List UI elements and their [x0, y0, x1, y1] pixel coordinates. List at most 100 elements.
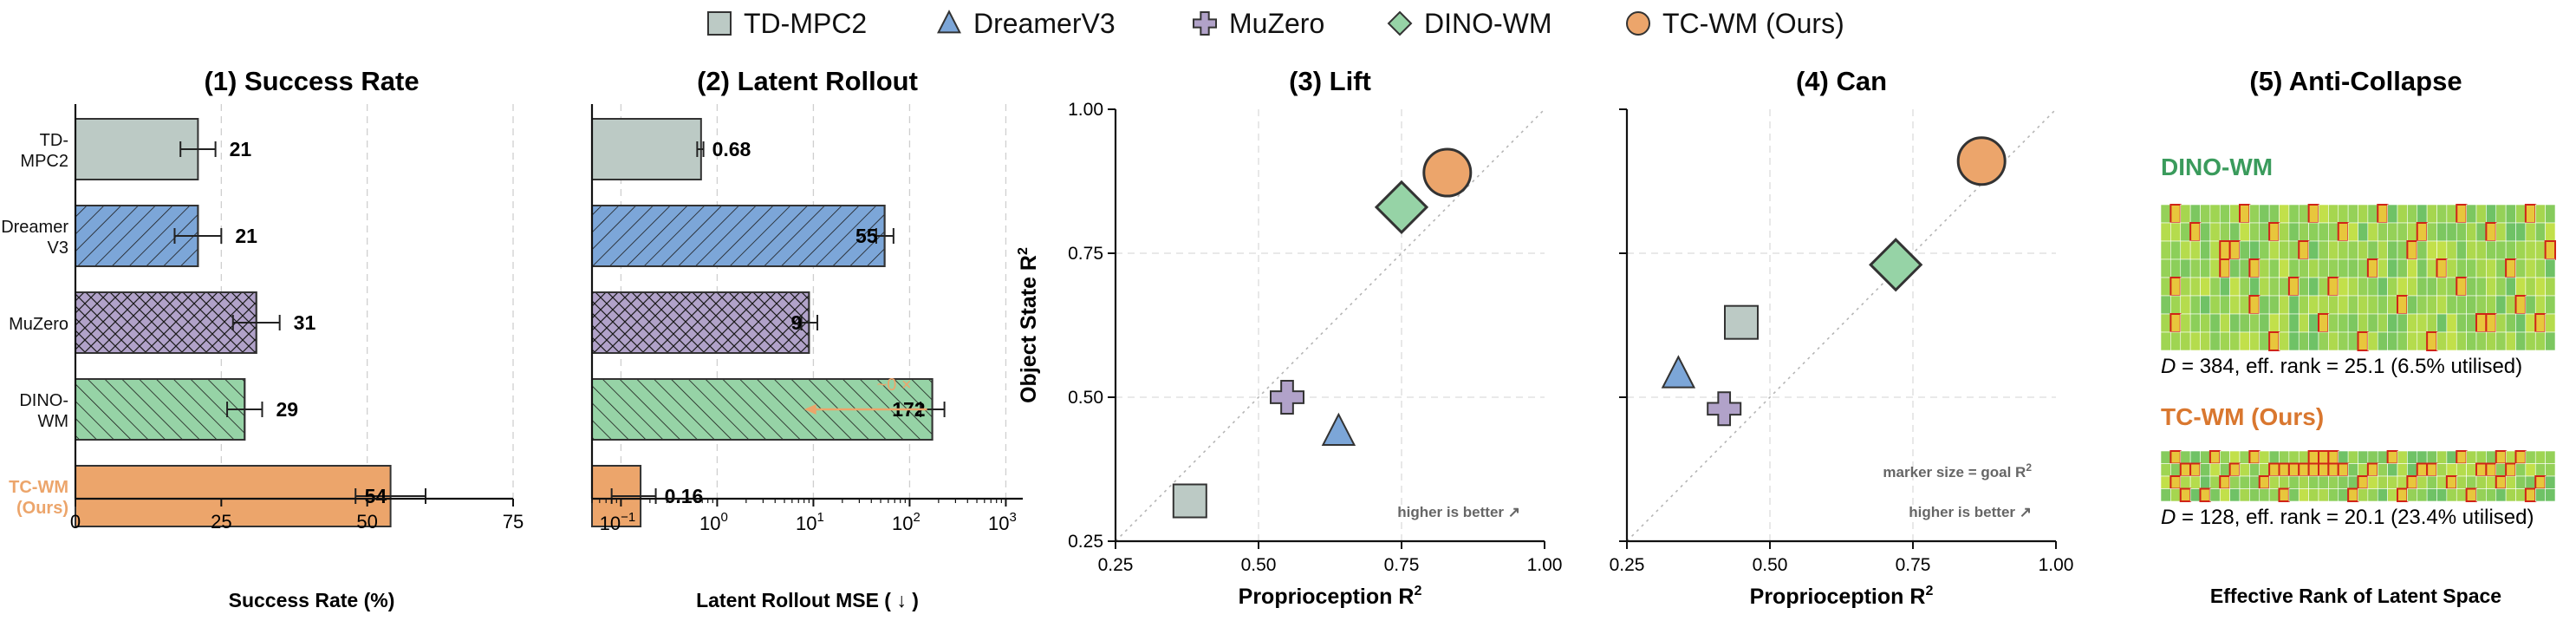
heatmap-cell	[2347, 277, 2358, 297]
heatmap-cell	[2515, 313, 2527, 333]
heatmap-cell	[2328, 258, 2339, 278]
heatmap-cell	[2545, 222, 2556, 242]
heatmap-cell-active	[2318, 462, 2330, 477]
annotation-arrowhead	[803, 404, 816, 415]
heatmap-cell	[2308, 313, 2319, 333]
heatmap-cell	[2180, 450, 2191, 464]
heatmap-cell	[2298, 258, 2309, 278]
heatmap-cell	[2397, 204, 2408, 224]
category-label: TD-	[40, 131, 68, 150]
heatmap-cell	[2495, 222, 2507, 242]
heatmap-cell	[2466, 331, 2477, 351]
heatmap-cell	[2525, 313, 2536, 333]
heatmap-cell	[2495, 295, 2507, 315]
heatmap-cell	[2466, 222, 2477, 242]
heatmap-cell	[2268, 295, 2280, 315]
heatmap-cell	[2268, 240, 2280, 260]
category-label: DINO-	[19, 391, 68, 410]
heatmap-cell	[2466, 463, 2477, 477]
heatmap-cell	[2189, 277, 2201, 297]
heatmap-cell	[2545, 331, 2556, 351]
heatmap-cell	[2209, 277, 2221, 297]
heatmap-cell	[2347, 463, 2358, 477]
heatmap-cell	[2180, 204, 2191, 224]
category-label: V3	[48, 239, 68, 258]
heatmap-cell-active	[2278, 462, 2290, 477]
stat-part: D	[2161, 506, 2176, 529]
heatmap-cell-active	[2169, 475, 2182, 490]
heatmap-cell	[2426, 277, 2437, 297]
legend: TD-MPC2 DreamerV3 MuZero DINO-WM TC-WM (Ours…	[707, 8, 1844, 39]
heatmap-cell-active	[2544, 240, 2556, 260]
heatmap-cell	[2170, 488, 2182, 502]
heatmap-cell-active	[2366, 462, 2379, 477]
heatmap-cell	[2377, 488, 2388, 502]
heatmap-cell	[2545, 204, 2556, 224]
heatmap-cell	[2446, 331, 2457, 351]
note-higher-better: higher is better ↗	[1397, 504, 1520, 520]
heatmap-cell-active	[2534, 475, 2547, 490]
heatmap-cell	[2298, 313, 2309, 333]
heatmap-cell-active	[2505, 462, 2517, 477]
heatmap-cell	[2229, 222, 2241, 242]
chart-title: (5) Anti-Collapse	[2249, 66, 2462, 96]
heatmap-cell	[2486, 258, 2497, 278]
heatmap-cell	[2249, 240, 2261, 260]
heatmap-cell	[2209, 240, 2221, 260]
heatmap-cell	[2279, 450, 2290, 464]
heatmap-cell	[2407, 488, 2418, 502]
heatmap-cell	[2367, 331, 2378, 351]
heatmap-cell	[2249, 475, 2261, 489]
heatmap-cell	[2534, 240, 2546, 260]
y-axis-label: Object State R2	[1016, 247, 1041, 403]
data-label: 54	[365, 485, 387, 507]
heatmap-cell	[2407, 204, 2418, 224]
heatmap-cell	[2358, 450, 2369, 464]
heatmap-cell	[2486, 475, 2497, 489]
heatmap-cell	[2170, 258, 2182, 278]
heatmap-cell	[2209, 295, 2221, 315]
heatmap-cell	[2426, 258, 2437, 278]
heatmap-cell	[2426, 488, 2437, 502]
heatmap-cell	[2219, 313, 2230, 333]
heatmap-cell	[2515, 277, 2527, 297]
heatmap-cell	[2239, 295, 2250, 315]
heatmap-cell	[2229, 258, 2241, 278]
heatmap-cell	[2358, 240, 2369, 260]
heatmap-cell	[2328, 331, 2339, 351]
stat-part: D	[2161, 355, 2176, 378]
heatmap-cell	[2495, 277, 2507, 297]
heatmap-cell	[2239, 313, 2250, 333]
heatmap-cell	[2377, 258, 2388, 278]
heatmap-cell	[2239, 331, 2250, 351]
heatmap-cell	[2209, 313, 2221, 333]
heatmap-cell	[2298, 450, 2309, 464]
superscript: 2	[1414, 584, 1421, 598]
heatmap-cell	[2407, 463, 2418, 477]
x-tick-label: 0.75	[1384, 555, 1420, 575]
heatmap-cell-active	[2169, 450, 2182, 465]
heatmap-cell	[2417, 475, 2428, 489]
heatmap-cell	[2160, 277, 2171, 297]
heatmap-cell	[2229, 450, 2241, 464]
heatmap-cell	[2377, 295, 2388, 315]
heatmap-cell	[2387, 313, 2398, 333]
heatmap-cell	[2486, 277, 2497, 297]
data-label: 0.68	[712, 138, 751, 160]
heatmap-cell	[2298, 331, 2309, 351]
heatmap-cell	[2466, 450, 2477, 464]
category-label: (Ours)	[16, 499, 68, 518]
heatmap-cell	[2279, 475, 2290, 489]
heatmap-cell	[2446, 222, 2457, 242]
heatmap-cell	[2387, 277, 2398, 297]
heatmap-cell-active	[2268, 462, 2280, 477]
heatmap-cell	[2534, 277, 2546, 297]
heatmap-cell	[2170, 331, 2182, 351]
heatmap-cell	[2189, 475, 2201, 489]
heatmap-cell	[2239, 475, 2250, 489]
heatmap-cell	[2219, 204, 2230, 224]
heatmap-cell	[2160, 463, 2171, 477]
heatmap-cell	[2466, 240, 2477, 260]
heatmap-cell	[2456, 240, 2467, 260]
heatmap-cell	[2475, 450, 2487, 464]
